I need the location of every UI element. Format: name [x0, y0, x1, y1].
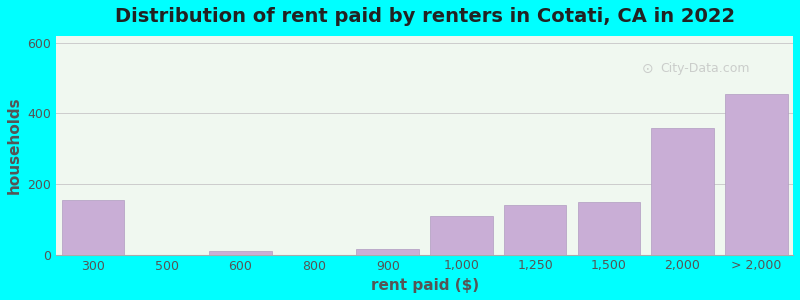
Y-axis label: households: households — [7, 96, 22, 194]
X-axis label: rent paid ($): rent paid ($) — [370, 278, 478, 293]
Text: ⊙: ⊙ — [642, 62, 654, 76]
Text: City-Data.com: City-Data.com — [661, 62, 750, 75]
Bar — [651, 128, 714, 255]
Bar — [725, 94, 787, 255]
Bar — [209, 251, 272, 255]
Bar — [62, 200, 124, 255]
Bar — [578, 202, 640, 255]
Bar — [430, 216, 493, 255]
Title: Distribution of rent paid by renters in Cotati, CA in 2022: Distribution of rent paid by renters in … — [114, 7, 734, 26]
Bar — [357, 249, 419, 255]
Bar — [504, 205, 566, 255]
